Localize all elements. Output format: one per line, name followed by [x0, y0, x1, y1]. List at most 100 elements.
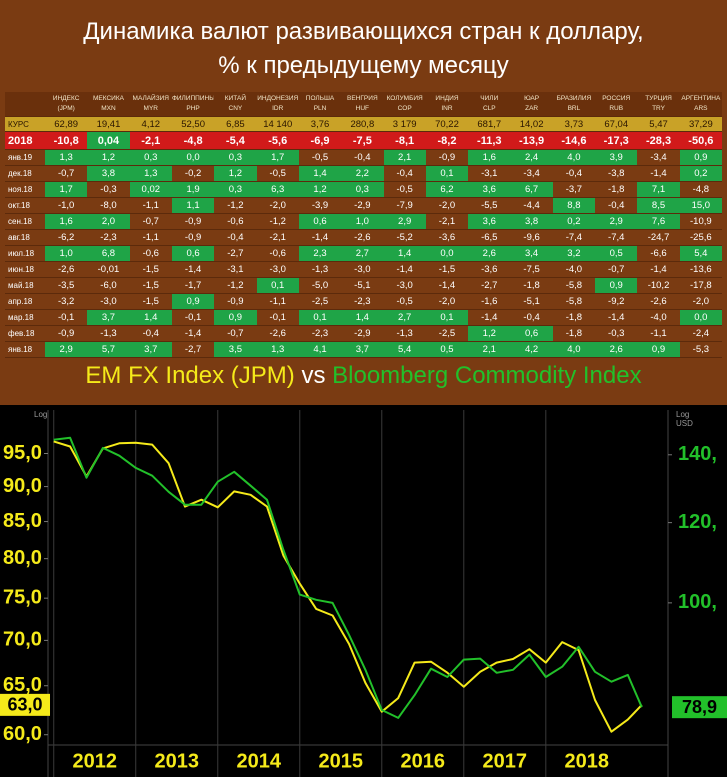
country-name: РОССИЯ	[602, 95, 631, 102]
table-cell: 5,4	[679, 245, 722, 262]
table-cell: -3,0	[341, 261, 384, 278]
row-label: апр.18	[5, 293, 45, 310]
table-cell: -2,1	[256, 229, 299, 246]
table-row: апр.18 -3,2 -3,0 -1,5 0,9 -0,9 -1,1 -2,5 -2,3 -0,…	[5, 293, 722, 310]
table-cell: 4,0	[552, 149, 596, 166]
row-label: КУРС	[5, 116, 45, 132]
table-cell: -0,4	[595, 197, 638, 214]
table-cell: -6,2	[45, 229, 88, 246]
table-cell: -0,4	[383, 165, 426, 182]
table-cell: 3,7	[341, 341, 384, 358]
table-cell: 1,7	[256, 149, 299, 166]
y-tick-label: 70,0	[3, 629, 42, 651]
table-cell: -6,9	[298, 131, 342, 150]
table-cell: 7,6	[637, 213, 680, 230]
table-cell: 0,1	[425, 165, 469, 182]
table-cell: -1,8	[552, 309, 596, 326]
table-cell: -0,7	[45, 165, 88, 182]
country-name: ЮАР	[524, 95, 540, 102]
table-cell: -0,7	[595, 261, 638, 278]
table-cell: 8,5	[637, 197, 680, 214]
table-cell: 3,7	[87, 309, 130, 326]
row-label: фев.18	[5, 325, 45, 342]
y2-tick-label: 100,	[678, 591, 717, 613]
table-cell: -5,6	[256, 131, 299, 150]
table-cell: 2,9	[383, 213, 426, 230]
table-cell: 1,9	[171, 181, 215, 198]
table-cell: 0,2	[679, 165, 722, 182]
row-label: июн.18	[5, 261, 45, 278]
table-cell: -2,6	[45, 261, 88, 278]
table-cell: -3,0	[87, 293, 130, 310]
table-cell: 0,9	[679, 149, 722, 166]
table-cell: 1,0	[341, 213, 384, 230]
column-header: АРГЕНТИНА ARS	[679, 92, 722, 117]
table-cell: -2,5	[425, 325, 469, 342]
table-cell: -2,3	[87, 229, 130, 246]
row-label: дек.18	[5, 165, 45, 182]
table-cell: -2,6	[341, 229, 384, 246]
table-cell: 1,0	[45, 245, 88, 262]
table-cell: 1,6	[45, 213, 88, 230]
table-cell: 0,9	[637, 341, 680, 358]
currency-code: MYR	[143, 105, 158, 112]
table-cell: -10,9	[679, 213, 722, 230]
table-cell: 0,0	[425, 245, 469, 262]
table-cell: -2,9	[341, 325, 384, 342]
table-cell: 2,3	[298, 245, 342, 262]
column-header: РОССИЯ RUB	[595, 92, 638, 117]
table-cell: -2,6	[256, 325, 299, 342]
table-cell: -2,5	[298, 293, 342, 310]
table-cell: -3,7	[552, 181, 596, 198]
table-cell: 0,6	[298, 213, 342, 230]
row-label: сен.18	[5, 213, 45, 230]
table-cell: 1,3	[45, 149, 88, 166]
country-name: КОЛУМБИЯ	[386, 95, 423, 102]
table-cell: 0,1	[298, 309, 342, 326]
table-cell: 2,7	[341, 245, 384, 262]
table-cell: 2,0	[87, 213, 130, 230]
country-name: АРГЕНТИНА	[681, 95, 721, 102]
table-cell: -3,6	[425, 229, 469, 246]
table-cell: -0,1	[256, 309, 299, 326]
currency-code: TRY	[652, 105, 665, 112]
table-cell: 0,3	[214, 181, 257, 198]
table-cell: 1,2	[214, 165, 257, 182]
table-cell: 37,29	[679, 116, 722, 132]
table-row: янв.19 1,3 1,2 0,3 0,0 0,3 1,7 -0,5 -0,4 2,1 -0,9 1…	[5, 149, 722, 166]
table-cell: -28,3	[637, 131, 680, 150]
column-header: ИНДОНЕЗИЯ IDR	[256, 92, 299, 117]
table-cell: -0,4	[552, 165, 596, 182]
country-name: ИНДОНЕЗИЯ	[257, 95, 299, 102]
column-header: ЧИЛИ CLP	[468, 92, 511, 117]
table-cell: -5,2	[383, 229, 426, 246]
table-cell: 3,7	[129, 341, 172, 358]
country-name: ИНДИЯ	[435, 95, 459, 102]
table-cell: -6,5	[468, 229, 511, 246]
currency-code: BRL	[567, 105, 581, 112]
table-cell: 4,12	[129, 116, 172, 132]
y-tick-label: 60,0	[3, 723, 42, 745]
end-value-label: 63,0	[7, 695, 42, 715]
table-cell: 1,4	[129, 309, 172, 326]
legend-entry: EM FX Index (JPM)	[85, 362, 295, 389]
table-cell: -0,4	[510, 309, 553, 326]
table-cell: -0,4	[214, 229, 257, 246]
table-cell: 0,0	[171, 149, 215, 166]
table-cell: -0,9	[171, 229, 215, 246]
table-row: июн.18 -2,6 -0,01 -1,5 -1,4 -3,1 -3,0 -1,3 -3,0-…	[5, 261, 722, 278]
table-cell: -1,5	[129, 277, 172, 294]
column-header: ФИЛИППИНЫ PHP	[171, 92, 215, 117]
table-cell: 1,1	[171, 197, 215, 214]
table-cell: -2,3	[341, 293, 384, 310]
table-cell: 5,47	[637, 116, 680, 132]
table-cell: -1,4	[171, 325, 215, 342]
table-cell: -1,4	[171, 261, 215, 278]
table-cell: -5,1	[341, 277, 384, 294]
table-cell: -9,2	[595, 293, 638, 310]
table-cell: -5,5	[468, 197, 511, 214]
table-cell: -10,8	[45, 131, 88, 150]
table-cell: -4,8	[679, 181, 722, 198]
table-cell: 0,02	[129, 181, 172, 198]
table-cell: 0,2	[552, 213, 596, 230]
